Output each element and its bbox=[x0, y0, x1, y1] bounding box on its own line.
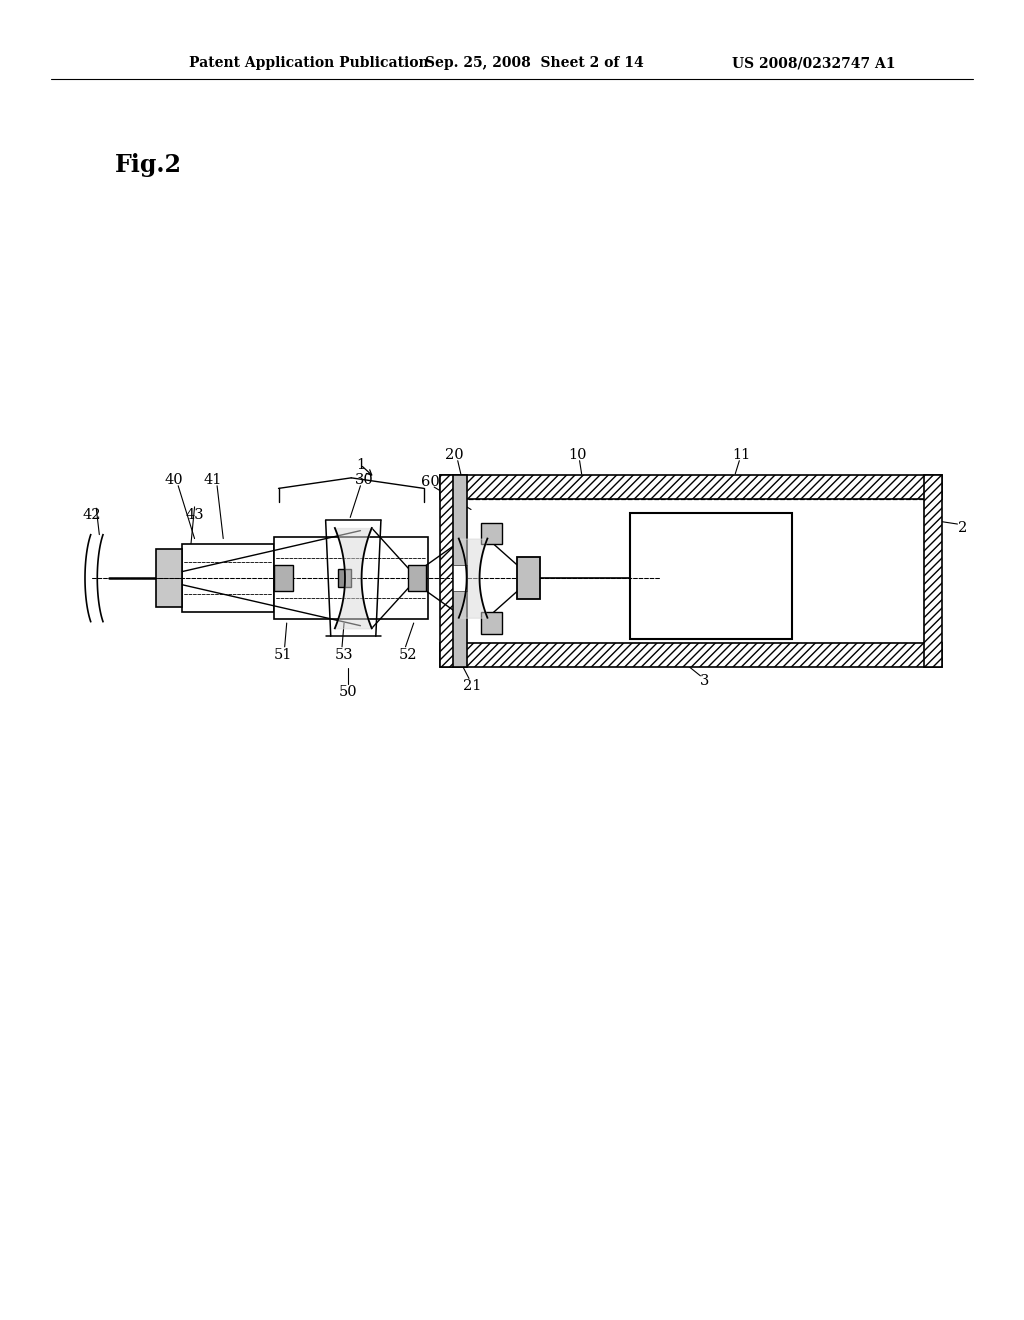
Bar bbox=[517, 557, 540, 599]
Text: 51: 51 bbox=[273, 648, 292, 661]
Text: 52: 52 bbox=[398, 648, 417, 661]
Bar bbox=[274, 537, 428, 619]
Text: 43: 43 bbox=[185, 508, 204, 521]
Text: US 2008/0232747 A1: US 2008/0232747 A1 bbox=[732, 57, 896, 70]
Bar bbox=[440, 475, 459, 667]
Text: Patent Application Publication: Patent Application Publication bbox=[189, 57, 429, 70]
Text: 10: 10 bbox=[568, 449, 587, 462]
Text: 20: 20 bbox=[445, 449, 464, 462]
Bar bbox=[481, 612, 502, 634]
Bar bbox=[182, 544, 274, 612]
Bar bbox=[453, 565, 467, 591]
Text: 30: 30 bbox=[355, 474, 374, 487]
Bar bbox=[453, 475, 467, 667]
Bar bbox=[274, 565, 293, 591]
Text: Fig.2: Fig.2 bbox=[115, 153, 181, 177]
Bar bbox=[338, 569, 351, 587]
Text: 3: 3 bbox=[699, 675, 710, 688]
Bar bbox=[156, 549, 182, 607]
Text: Sep. 25, 2008  Sheet 2 of 14: Sep. 25, 2008 Sheet 2 of 14 bbox=[425, 57, 644, 70]
Bar bbox=[440, 643, 942, 667]
Text: 21: 21 bbox=[463, 680, 481, 693]
Bar bbox=[481, 523, 502, 544]
Bar bbox=[440, 475, 942, 499]
Text: 1: 1 bbox=[356, 458, 365, 471]
Bar bbox=[924, 475, 942, 667]
Text: 42: 42 bbox=[83, 508, 101, 521]
Text: 41: 41 bbox=[204, 474, 222, 487]
Bar bbox=[459, 499, 924, 643]
Text: 60: 60 bbox=[421, 475, 439, 488]
Text: 2: 2 bbox=[957, 521, 968, 535]
Bar bbox=[630, 513, 792, 639]
Text: 53: 53 bbox=[335, 648, 353, 661]
Bar bbox=[408, 565, 426, 591]
Text: 40: 40 bbox=[165, 474, 183, 487]
Text: 50: 50 bbox=[339, 685, 357, 698]
Text: 11: 11 bbox=[732, 449, 751, 462]
